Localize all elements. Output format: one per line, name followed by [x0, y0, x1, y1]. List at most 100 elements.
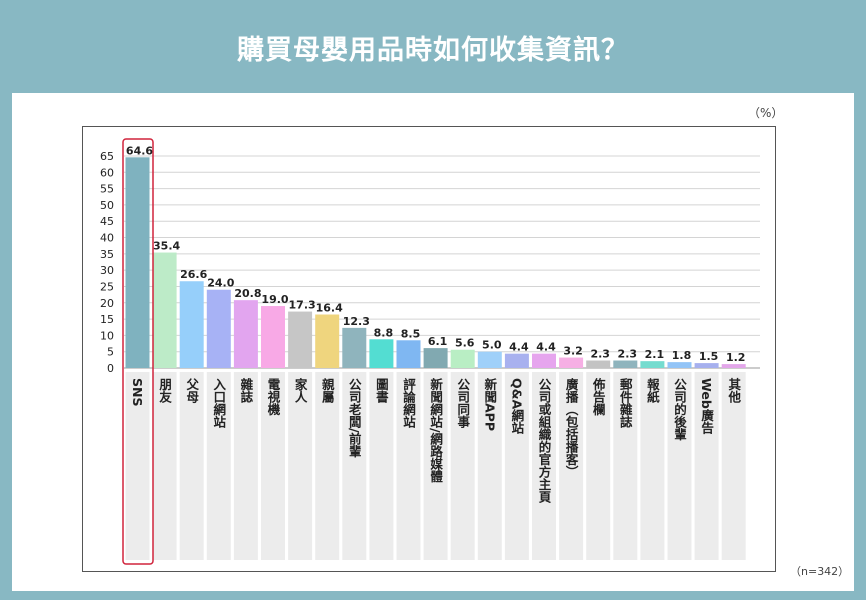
sample-size-note: （n=342）	[790, 565, 850, 578]
category-label-bg	[152, 372, 177, 560]
category-label-bg	[261, 372, 285, 560]
bar-value-label: 1.8	[672, 349, 692, 362]
bar	[694, 363, 719, 368]
category-label: 其他	[726, 377, 741, 404]
category-label: 新聞網站/網路媒體	[428, 377, 443, 483]
category-label: SNS	[130, 378, 145, 406]
bar	[233, 300, 258, 368]
category-label-bg	[342, 372, 367, 560]
category-label: 公司的後輩	[672, 378, 687, 441]
bar-value-label: 19.0	[261, 293, 288, 306]
bar	[261, 306, 285, 368]
category-label-bg	[423, 372, 448, 560]
category-label: 朋友	[157, 378, 172, 404]
bar-value-label: 26.6	[180, 268, 207, 281]
category-label-bg	[206, 372, 231, 560]
chart-title: 購買母嬰用品時如何收集資訊？	[237, 35, 629, 66]
y-tick-label: 10	[100, 329, 114, 342]
y-tick-label: 5	[107, 346, 114, 359]
plot-frame	[82, 126, 776, 572]
y-tick-label: 50	[100, 199, 114, 212]
category-label-bg	[504, 372, 529, 560]
category-label: 家人	[293, 377, 308, 403]
y-tick-label: 45	[100, 215, 114, 228]
bar-value-label: 4.4	[536, 341, 556, 354]
category-label-bg	[315, 372, 340, 560]
bar	[559, 357, 584, 368]
y-tick-label: 65	[100, 150, 114, 163]
bar-value-label: 64.6	[126, 144, 153, 157]
category-label: 雜誌	[238, 377, 253, 404]
category-label: 父母	[184, 378, 199, 404]
bar	[640, 361, 665, 368]
bar	[125, 157, 150, 368]
bar-value-label: 35.4	[153, 240, 180, 253]
bar	[288, 311, 313, 368]
category-label: 圖書	[374, 377, 389, 404]
y-tick-label: 35	[100, 248, 114, 261]
category-label-bg	[288, 372, 313, 560]
bar-value-label: 3.2	[563, 345, 583, 358]
category-label-bg	[613, 372, 638, 560]
bar-value-label: 4.4	[509, 341, 529, 354]
bar	[423, 348, 448, 368]
y-tick-label: 60	[100, 166, 114, 179]
category-label: 新聞APP	[482, 377, 497, 431]
category-label-bg	[667, 372, 692, 560]
bar	[342, 327, 367, 368]
category-label-bg	[640, 372, 665, 560]
bar-value-label: 5.6	[455, 337, 475, 350]
y-tick-label: 15	[100, 313, 114, 326]
category-label: 親屬	[320, 377, 335, 404]
y-tick-label: 25	[100, 280, 114, 293]
category-label: 公司老闆/前輩	[347, 378, 362, 458]
bar-value-label: 1.2	[726, 351, 746, 364]
y-tick-label: 40	[100, 232, 114, 245]
category-label-bg	[694, 372, 719, 560]
bar-value-label: 16.4	[316, 302, 343, 315]
bar-value-label: 20.8	[234, 287, 261, 300]
category-label: 報紙	[645, 377, 660, 404]
bar	[315, 314, 340, 368]
category-label: 郵件雜誌	[618, 377, 633, 429]
bar	[613, 360, 638, 368]
category-label-bg	[586, 372, 611, 560]
category-label: 公司同事	[455, 378, 470, 429]
category-label: 廣播（包括播客）	[564, 377, 579, 478]
y-tick-label: 30	[100, 264, 114, 277]
bar-value-label: 2.3	[618, 347, 638, 360]
bar	[450, 349, 475, 368]
category-label-bg	[532, 372, 556, 560]
bar	[504, 353, 529, 368]
category-label: Web廣告	[699, 378, 714, 434]
category-label: 電視機	[266, 378, 281, 416]
bar-value-label: 1.5	[699, 350, 719, 363]
category-label: 公司或組織的官方主頁	[537, 378, 552, 504]
category-label: 評論網站	[401, 377, 416, 429]
bar-value-label: 8.5	[401, 327, 421, 340]
bar-value-label: 12.3	[343, 315, 370, 328]
category-label-bg	[125, 372, 150, 560]
category-label-bg	[450, 372, 475, 560]
bar	[206, 289, 231, 368]
sns-highlight-frame	[122, 138, 154, 565]
category-label-bg	[233, 372, 258, 560]
bar	[667, 362, 692, 368]
category-label: Q&A網站	[509, 378, 524, 435]
category-label: 佈告欄	[591, 377, 606, 416]
category-label-bg	[369, 372, 394, 560]
bar-value-label: 8.8	[374, 326, 394, 339]
bar-value-label: 17.3	[289, 299, 316, 312]
bar-value-label: 24.0	[207, 277, 234, 290]
bar	[369, 339, 394, 368]
bar	[586, 360, 611, 368]
bar-value-label: 6.1	[428, 335, 448, 348]
category-label-bg	[179, 372, 204, 560]
bar	[532, 353, 556, 368]
y-tick-label: 55	[100, 183, 114, 196]
category-label-bg	[559, 372, 584, 560]
category-label-bg	[477, 372, 502, 560]
category-label: 入口網站	[211, 378, 226, 429]
category-label-bg	[396, 372, 421, 560]
